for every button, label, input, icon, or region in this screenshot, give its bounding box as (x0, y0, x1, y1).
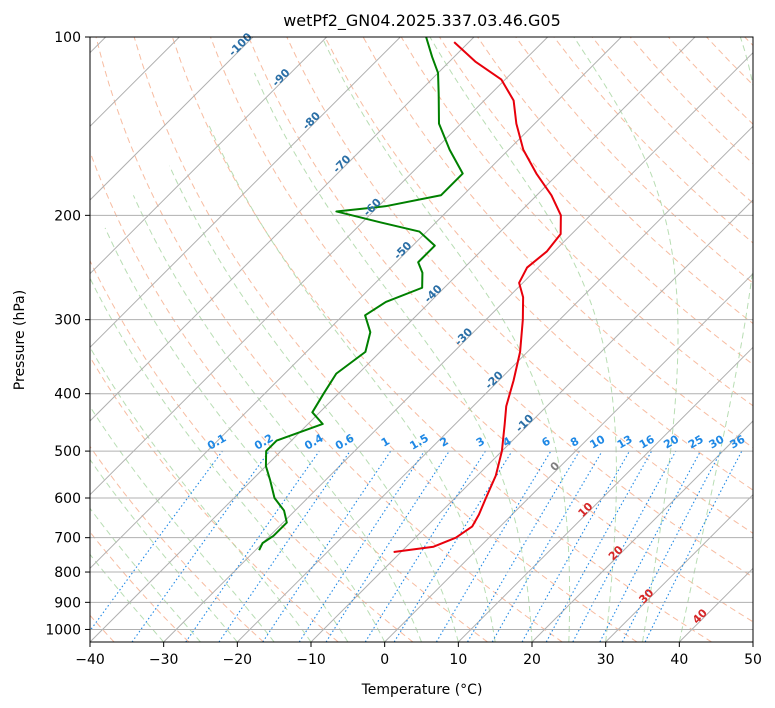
x-tick-label: 20 (523, 652, 541, 668)
y-axis-label: Pressure (hPa) (12, 290, 28, 390)
dewpoint-line (258, 37, 464, 551)
dry-adiabat (324, 37, 753, 491)
x-axis-ticks: −40 −30 −20 −10 0 10 20 30 40 50 (75, 642, 762, 668)
moist-adiabat (104, 227, 386, 642)
mixing-ratio-line (325, 450, 450, 642)
moist-adiabat (429, 37, 617, 642)
plot-frame (89, 36, 754, 643)
x-tick-label: −30 (149, 652, 179, 668)
mixing-ratio-line (90, 450, 223, 632)
moist-adiabat (678, 37, 753, 642)
mixing-ratio-line (545, 450, 653, 642)
mixing-ratio-line (185, 450, 320, 642)
isotherm-line (531, 420, 753, 642)
x-tick-label: −20 (223, 652, 253, 668)
dry-adiabat (133, 37, 638, 642)
dry-adiabat (171, 37, 712, 642)
x-axis-label: Temperature (°C) (361, 682, 483, 698)
x-tick-label: 30 (597, 652, 615, 668)
dry-adiabat (90, 259, 414, 642)
dry-adiabat (248, 37, 753, 578)
isotherm-line (384, 272, 753, 642)
y-tick-label: 1000 (45, 622, 81, 638)
y-tick-label: 100 (54, 30, 81, 46)
plot-background (90, 37, 753, 642)
isotherm-line (90, 37, 254, 201)
x-tick-label: 40 (670, 652, 688, 668)
y-tick-label: 500 (54, 444, 81, 460)
x-tick-label: 50 (744, 652, 762, 668)
moist-adiabat (90, 405, 275, 642)
y-tick-label: 600 (54, 491, 81, 507)
isotherm-line (457, 346, 753, 642)
chart-title: wetPf2_GN04.2025.337.03.46.G05 (283, 11, 561, 31)
dry-adiabat (286, 37, 753, 534)
y-tick-label: 900 (54, 595, 81, 611)
moist-adiabat (573, 37, 679, 642)
mixing-ratio-line (393, 450, 513, 642)
y-tick-label: 800 (54, 565, 81, 581)
mixing-ratio-line (262, 450, 392, 642)
moist-adiabat (253, 72, 533, 642)
x-tick-label: 10 (449, 652, 467, 668)
mixing-ratio-line (218, 450, 351, 642)
x-tick-label: 0 (380, 652, 389, 668)
y-tick-label: 200 (54, 208, 81, 224)
isotherm-line (90, 37, 549, 496)
dry-adiabat (90, 356, 339, 642)
mixing-ratio-line (644, 450, 743, 642)
y-axis-ticks: 100 200 300 400 500 600 700 800 900 1000 (45, 30, 90, 638)
moist-adiabat (169, 165, 459, 642)
mixing-ratio-line (521, 450, 630, 642)
moist-adiabat (90, 277, 349, 642)
x-tick-label: −10 (296, 652, 326, 668)
moist-adiabat (132, 195, 422, 642)
y-tick-label: 700 (54, 531, 81, 547)
background-lines (90, 37, 753, 642)
isotherm-line (310, 199, 753, 642)
dry-adiabat (90, 445, 264, 642)
dry-adiabat (515, 37, 753, 284)
temperature-line (393, 41, 562, 553)
moist-adiabat (90, 507, 201, 642)
moist-adiabat (321, 37, 571, 642)
y-tick-label: 400 (54, 387, 81, 403)
mixing-ratio-line (572, 450, 677, 642)
profile-lines (258, 37, 562, 553)
mixing-ratio-line (131, 450, 270, 642)
y-tick-label: 300 (54, 313, 81, 329)
dry-adiabat (95, 37, 563, 642)
dry-adiabat (210, 37, 753, 623)
mixing-ratio-line (298, 450, 425, 642)
isotherm-line (236, 125, 753, 642)
isotherm-line (90, 37, 475, 422)
isotherm-line (90, 37, 328, 275)
isotherm-line (90, 37, 401, 349)
x-tick-label: −40 (75, 652, 105, 668)
moist-adiabat (90, 553, 165, 642)
isotherm-line (605, 493, 753, 642)
isotherm-line (90, 37, 696, 642)
moist-adiabat (90, 458, 238, 642)
